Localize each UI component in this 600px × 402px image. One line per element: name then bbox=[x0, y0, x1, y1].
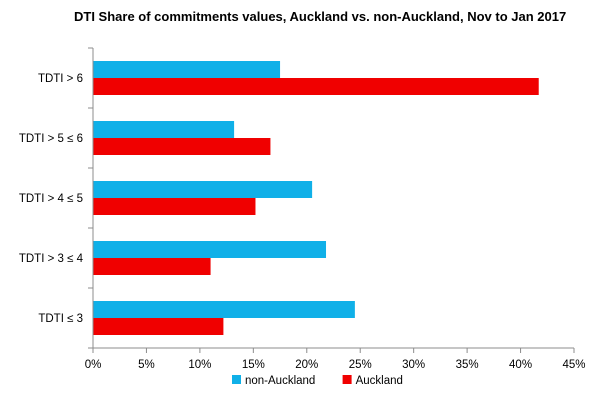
axes-layer: TDTI > 6 TDTI > 5 ≤ 6 TDTI > 4 ≤ 5 TDTI > 3… bbox=[19, 47, 586, 371]
bar-non-auckland-0 bbox=[93, 61, 281, 78]
bar-auckland-3 bbox=[93, 258, 211, 275]
x-tick-label: 25% bbox=[349, 359, 372, 371]
legend: non-Auckland Auckland bbox=[232, 375, 403, 387]
category-label: TDTI > 6 bbox=[38, 73, 83, 85]
x-tick-label: 30% bbox=[402, 359, 425, 371]
category-label: TDTI > 4 ≤ 5 bbox=[19, 193, 83, 205]
bar-auckland-4 bbox=[93, 318, 224, 335]
category-label: TDTI > 3 ≤ 4 bbox=[19, 253, 84, 265]
category-label: TDTI > 5 ≤ 6 bbox=[19, 133, 83, 145]
bar-non-auckland-3 bbox=[93, 241, 327, 258]
legend-label: non-Auckland bbox=[245, 375, 315, 387]
x-tick-label: 35% bbox=[456, 359, 479, 371]
x-tick-label: 40% bbox=[509, 359, 532, 371]
bar-non-auckland-1 bbox=[93, 121, 235, 138]
legend-swatch bbox=[342, 375, 352, 384]
bar-auckland-1 bbox=[93, 138, 271, 155]
bar-auckland-0 bbox=[93, 78, 539, 95]
x-tick-label: 0% bbox=[85, 359, 102, 371]
bars-layer bbox=[93, 61, 539, 335]
category-label: TDTI ≤ 3 bbox=[38, 313, 83, 325]
legend-swatch bbox=[232, 375, 241, 384]
bar-non-auckland-4 bbox=[93, 301, 355, 318]
x-tick-label: 10% bbox=[188, 359, 211, 371]
x-tick-label: 15% bbox=[242, 359, 265, 371]
chart-title: DTI Share of commitments values, Aucklan… bbox=[74, 9, 567, 24]
legend-label: Auckland bbox=[356, 375, 403, 387]
x-tick-label: 45% bbox=[562, 359, 585, 371]
bar-auckland-2 bbox=[93, 198, 256, 215]
bar-non-auckland-2 bbox=[93, 181, 313, 198]
x-tick-label: 20% bbox=[295, 359, 318, 371]
x-tick-label: 5% bbox=[138, 359, 155, 371]
